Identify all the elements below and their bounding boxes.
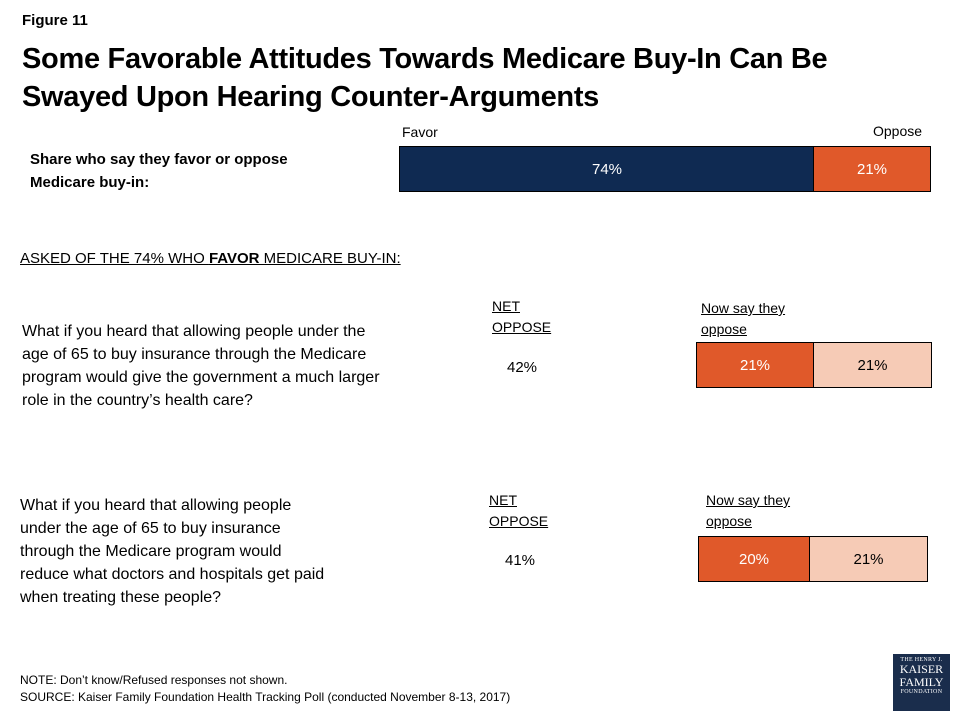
oppose-value-label: 21% [856,160,888,178]
figure-label: Figure 11 [22,12,88,29]
note-text: NOTE: Don’t know/Refused responses not s… [20,673,288,687]
logo-line-1: THE HENRY J. [900,657,943,663]
question-2-oppose-segment: 20% [698,536,810,582]
question-2-oppose-value: 20% [738,550,770,568]
source-text: SOURCE: Kaiser Family Foundation Health … [20,690,511,704]
question-2-net-value: 41% [505,552,536,569]
favor-value-label: 74% [591,160,623,178]
favor-bar-segment: 74% [399,146,815,192]
question-2-text: What if you heard that allowing people u… [20,497,325,606]
question-1-remaining-segment: 21% [813,342,932,388]
favor-label: Favor [402,124,438,140]
oppose-label: Oppose [873,123,923,139]
question-2-remaining-segment: 21% [809,536,928,582]
question-1-oppose-value: 21% [739,356,771,374]
question-1-stacked-bar: 21% 21% [696,342,932,388]
question-1-net-value: 42% [507,359,538,376]
logo-line-3: FAMILY [899,675,944,689]
chart-title: Some Favorable Attitudes Towards Medicar… [22,43,828,113]
question-1-oppose-segment: 21% [696,342,814,388]
logo-line-4: FOUNDATION [900,689,943,695]
question-2-stacked-bar: 20% 21% [698,536,928,582]
asked-of-prefix: ASKED OF THE 74% WHO [20,250,209,267]
question-1-text: What if you heard that allowing people u… [22,323,380,409]
question-1-now-label: Now say they oppose [701,300,786,337]
asked-of-suffix: MEDICARE BUY-IN: [259,250,401,267]
top-stacked-bar: 74% 21% [399,146,931,192]
asked-of-heading: ASKED OF THE 74% WHO FAVOR MEDICARE BUY-… [20,250,401,267]
kaiser-family-foundation-logo: THE HENRY J. KAISER FAMILY FOUNDATION [893,654,950,711]
question-1-net-label: NET OPPOSE [492,298,552,335]
top-question-text: Share who say they favor or oppose Medic… [30,151,288,191]
question-1-remaining-value: 21% [857,356,888,374]
asked-of-emphasis: FAVOR [208,250,260,267]
oppose-bar-segment: 21% [813,146,931,192]
question-2-now-label: Now say they oppose [706,492,791,529]
question-2-remaining-value: 21% [853,550,884,568]
logo-line-2: KAISER [899,662,944,676]
question-2-net-label: NET OPPOSE [489,492,549,529]
